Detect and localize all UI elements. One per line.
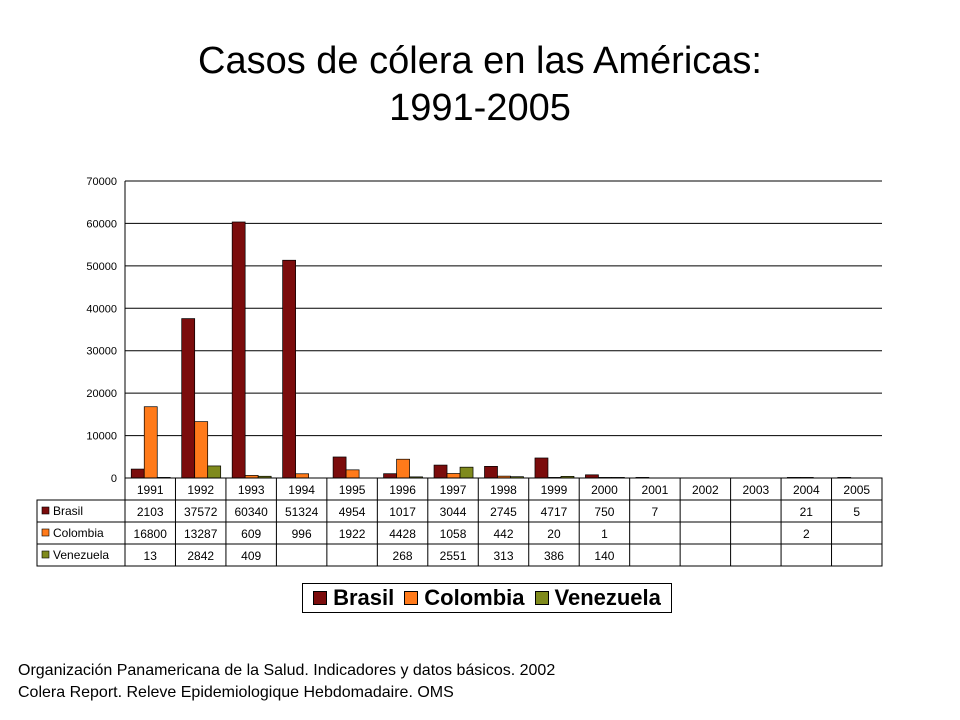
bar-brasil-1996 [383, 473, 397, 479]
x-tick-label: 1992 [187, 483, 214, 497]
legend-label-brasil: Brasil [333, 585, 395, 610]
bar-brasil-1999 [534, 457, 549, 479]
data-label-brasil: 1017 [389, 505, 416, 519]
legend-label-venezuela: Venezuela [554, 585, 661, 610]
data-label-colombia: 13287 [184, 527, 218, 541]
table-swatch-brasil [41, 506, 50, 515]
legend-item-venezuela: Venezuela [534, 585, 661, 611]
data-label-colombia: 1 [601, 527, 608, 541]
bar-colombia-1992 [194, 421, 209, 479]
data-label-brasil: 5 [853, 505, 860, 519]
bar-brasil-1995 [332, 456, 347, 479]
table-series-label-colombia: Colombia [53, 526, 104, 540]
data-label-colombia: 20 [547, 527, 561, 541]
bar-brasil-1998 [484, 466, 498, 479]
bar-colombia-1991 [143, 406, 158, 479]
x-tick-label: 1998 [490, 483, 517, 497]
data-label-colombia: 1058 [440, 527, 467, 541]
data-label-colombia: 996 [292, 527, 312, 541]
bar-colombia-1996 [396, 458, 410, 479]
data-label-venezuela: 386 [544, 549, 564, 563]
data-label-brasil: 21 [800, 505, 814, 519]
bar-brasil-1992 [181, 318, 196, 479]
data-label-venezuela: 313 [493, 549, 513, 563]
data-label-brasil: 750 [594, 505, 614, 519]
bar-brasil-1993 [231, 221, 246, 479]
y-tick-label: 0 [111, 473, 117, 485]
data-label-brasil: 2103 [137, 505, 164, 519]
y-tick-label: 40000 [86, 303, 117, 315]
data-label-brasil: 51324 [285, 505, 319, 519]
table-series-label-venezuela: Venezuela [53, 548, 109, 562]
x-tick-label: 2004 [793, 483, 820, 497]
bar-colombia-1997 [446, 473, 461, 479]
x-tick-label: 1999 [541, 483, 568, 497]
page-title: Casos de cólera en las Américas: 1991-20… [0, 38, 960, 132]
data-label-colombia: 4428 [389, 527, 416, 541]
sources: Organización Panamericana de la Salud. I… [18, 660, 555, 704]
x-tick-label: 1997 [440, 483, 467, 497]
data-label-brasil: 3044 [440, 505, 467, 519]
bar-brasil-1991 [130, 468, 145, 479]
y-tick-label: 10000 [86, 431, 117, 443]
x-tick-label: 1994 [288, 483, 315, 497]
data-label-venezuela: 13 [144, 549, 158, 563]
bar-venezuela-1997 [459, 466, 474, 479]
bar-colombia-1995 [345, 469, 360, 479]
x-tick-label: 1995 [339, 483, 366, 497]
data-label-venezuela: 2551 [440, 549, 467, 563]
data-label-colombia: 16800 [134, 527, 168, 541]
x-tick-label: 2000 [591, 483, 618, 497]
source-line-1: Organización Panamericana de la Salud. I… [18, 662, 556, 679]
data-label-venezuela: 409 [241, 549, 261, 563]
table-swatch-colombia [41, 528, 50, 537]
x-tick-label: 1991 [137, 483, 164, 497]
x-tick-label: 2002 [692, 483, 719, 497]
data-label-brasil: 37572 [184, 505, 218, 519]
x-tick-label: 1993 [238, 483, 265, 497]
x-tick-label: 1996 [389, 483, 416, 497]
legend-label-colombia: Colombia [424, 585, 525, 610]
data-label-venezuela: 140 [594, 549, 614, 563]
x-tick-label: 2005 [843, 483, 870, 497]
legend-swatch-colombia [404, 591, 419, 605]
chart-legend: Brasil Colombia Venezuela [302, 583, 672, 613]
data-label-colombia: 1922 [339, 527, 366, 541]
title-line-1: Casos de cólera en las Américas: [198, 40, 762, 82]
data-label-brasil: 7 [652, 505, 659, 519]
data-label-colombia: 442 [493, 527, 513, 541]
legend-swatch-brasil [313, 591, 328, 605]
y-tick-label: 70000 [86, 176, 117, 188]
y-tick-label: 30000 [86, 346, 117, 358]
bar-brasil-1997 [433, 464, 448, 479]
data-label-brasil: 2745 [490, 505, 517, 519]
x-tick-label: 2003 [742, 483, 769, 497]
data-label-brasil: 4954 [339, 505, 366, 519]
data-label-colombia: 2 [803, 527, 810, 541]
bar-colombia-1994 [295, 473, 309, 479]
y-tick-label: 50000 [86, 261, 117, 273]
x-tick-label: 2001 [642, 483, 669, 497]
bar-venezuela-1992 [207, 465, 222, 479]
y-tick-label: 20000 [86, 388, 117, 400]
legend-swatch-venezuela [534, 591, 549, 605]
legend-item-brasil: Brasil [313, 585, 394, 611]
data-label-colombia: 609 [241, 527, 261, 541]
y-tick-label: 60000 [86, 218, 117, 230]
table-series-label-brasil: Brasil [53, 504, 83, 518]
title-line-2: 1991-2005 [389, 87, 571, 129]
source-line-2: Colera Report. Releve Epidemiologique He… [18, 684, 454, 701]
legend-item-colombia: Colombia [404, 585, 525, 611]
table-swatch-venezuela [41, 550, 50, 559]
bar-brasil-1994 [282, 259, 296, 479]
data-label-venezuela: 2842 [187, 549, 214, 563]
data-label-venezuela: 268 [393, 549, 413, 563]
data-label-brasil: 60340 [234, 505, 268, 519]
data-label-brasil: 4717 [541, 505, 568, 519]
